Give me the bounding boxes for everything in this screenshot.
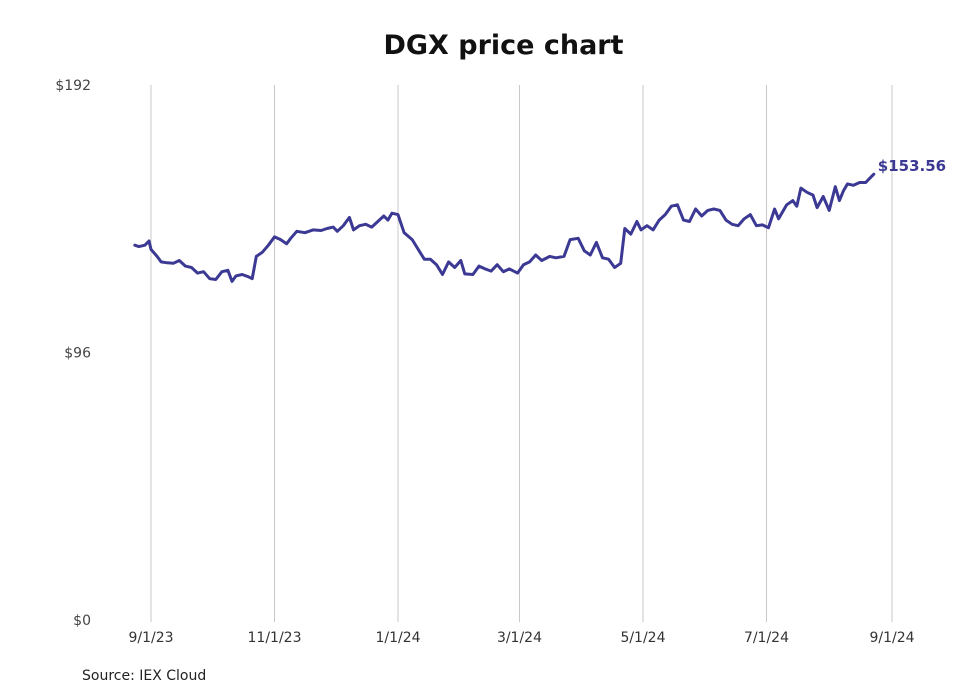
x-tick-label: 9/1/24 xyxy=(869,630,914,646)
x-tick-label: 5/1/24 xyxy=(620,630,665,646)
y-axis: $192 $96 $0 xyxy=(55,78,91,629)
x-tick-label: 11/1/23 xyxy=(248,630,302,646)
x-tick-label: 3/1/24 xyxy=(497,630,542,646)
source-note: Source: IEX Cloud xyxy=(82,668,207,684)
chart-title: DGX price chart xyxy=(383,30,624,61)
price-series-line xyxy=(133,172,876,283)
x-tick-label: 9/1/23 xyxy=(128,630,173,646)
x-axis: 9/1/23 11/1/23 1/1/24 3/1/24 5/1/24 7/1/24 9/1… xyxy=(128,630,914,646)
last-value-label: $153.56 xyxy=(878,157,946,175)
y-tick-label: $0 xyxy=(73,613,91,629)
y-tick-label: $96 xyxy=(64,346,91,362)
y-tick-label: $192 xyxy=(55,78,91,94)
x-tick-label: 1/1/24 xyxy=(375,630,420,646)
x-tick-label: 7/1/24 xyxy=(744,630,789,646)
grid-lines xyxy=(150,85,893,622)
